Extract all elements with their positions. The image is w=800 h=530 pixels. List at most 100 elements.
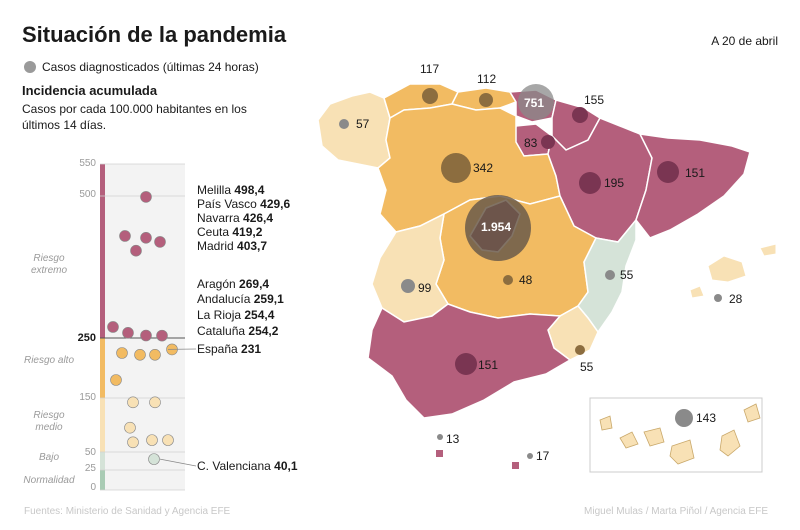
tick-150: 150	[79, 392, 96, 403]
source-note: Fuentes: Ministerio de Sanidad y Agencia…	[24, 506, 231, 517]
value-aragon: 195	[604, 176, 625, 190]
zone-medium: Riesgo medio	[33, 410, 65, 433]
label-cataluna: Cataluña 254,2	[197, 324, 279, 338]
data-point	[140, 232, 152, 244]
bubble-extremadura	[401, 279, 415, 293]
value-c-valenciana: 55	[620, 268, 634, 282]
value-castilla-leon: 342	[473, 161, 494, 175]
bubble-asturias	[422, 88, 438, 104]
value-asturias: 117	[420, 62, 440, 76]
bubble-ceuta	[437, 434, 443, 440]
ceuta-marker	[436, 450, 443, 457]
bubble-cantabria	[479, 93, 493, 107]
data-point	[156, 329, 168, 342]
value-melilla: 17	[536, 449, 550, 463]
label-andalucia: Andalucía 259,1	[197, 292, 284, 306]
bubble-c-valenciana	[605, 270, 615, 280]
data-point	[162, 434, 174, 446]
bubble-canarias	[675, 409, 693, 427]
value-madrid: 1.954	[481, 220, 512, 234]
cases-legend-text: Casos diagnosticados (últimas 24 horas)	[42, 60, 259, 74]
zone-bar-medium	[100, 398, 105, 452]
bubble-murcia	[575, 345, 585, 355]
zone-extreme: Riesgo extremo	[30, 253, 68, 276]
label-espana: España 231	[197, 342, 262, 356]
label-madrid: Madrid 403,7	[197, 239, 268, 253]
bubble-aragon	[579, 172, 601, 194]
data-point	[116, 347, 128, 359]
bubble-andalucia	[455, 353, 477, 375]
region-galicia	[317, 91, 391, 169]
value-galicia: 57	[356, 117, 370, 131]
label-pais-vasco: País Vasco 429,6	[197, 197, 291, 211]
region-canarias	[599, 403, 761, 465]
data-point	[149, 348, 161, 361]
data-point	[107, 321, 119, 333]
bubble-cataluna	[657, 161, 679, 183]
zone-normal: Normalidad	[23, 475, 75, 486]
region-cataluna	[635, 133, 751, 239]
tick-550: 550	[79, 158, 96, 169]
value-pais-vasco: 751	[524, 96, 545, 110]
zone-bar-low	[100, 452, 105, 470]
zone-bar-extreme	[100, 164, 105, 338]
data-point	[148, 453, 160, 465]
data-point	[122, 327, 134, 339]
zone-bar-normal	[100, 470, 105, 490]
incidence-subtitle: Casos por cada 100.000 habitantes en los…	[22, 102, 247, 132]
bubble-navarra	[572, 107, 588, 123]
data-point	[127, 396, 139, 409]
tick-250: 250	[77, 332, 96, 344]
bubble-baleares	[714, 294, 722, 302]
zone-high: Riesgo alto	[23, 355, 75, 366]
tick-0: 0	[90, 482, 96, 493]
region-extremadura	[371, 212, 449, 323]
data-point	[134, 348, 146, 361]
value-murcia: 55	[580, 360, 594, 374]
label-melilla: Melilla 498,4	[197, 183, 265, 197]
cases-legend-dot	[24, 61, 36, 73]
value-andalucia: 151	[478, 358, 499, 372]
data-point	[140, 329, 152, 342]
value-cantabria: 112	[477, 72, 497, 86]
data-point	[130, 244, 142, 257]
zone-low: Bajo	[38, 452, 59, 463]
value-canarias: 143	[696, 411, 717, 425]
bubble-madrid	[465, 195, 531, 261]
tick-50: 50	[84, 447, 96, 458]
bubble-castilla-leon	[441, 153, 471, 183]
value-la-rioja: 83	[524, 136, 538, 150]
label-la-rioja: La Rioja 254,4	[197, 308, 275, 322]
value-cataluna: 151	[685, 166, 706, 180]
label-navarra: Navarra 426,4	[197, 211, 274, 225]
date-label: A 20 de abril	[711, 34, 778, 48]
value-baleares: 28	[729, 292, 743, 306]
data-point	[140, 191, 152, 203]
bubble-la-rioja	[541, 135, 555, 149]
region-baleares	[689, 243, 777, 299]
label-ceuta: Ceuta 419,2	[197, 225, 263, 239]
bubble-pais-vasco	[518, 84, 554, 120]
value-navarra: 155	[584, 93, 605, 107]
zone-bar-high	[100, 338, 105, 398]
data-point	[127, 436, 139, 449]
bubble-melilla	[527, 453, 533, 459]
tick-500: 500	[79, 189, 96, 200]
melilla-marker	[512, 462, 519, 469]
value-ceuta: 13	[446, 432, 460, 446]
data-point	[149, 396, 161, 409]
incidence-title: Incidencia acumulada	[22, 83, 158, 98]
label-c-valenciana: C. Valenciana 40,1	[197, 459, 298, 473]
page-title: Situación de la pandemia	[22, 22, 287, 47]
value-extremadura: 99	[418, 281, 432, 295]
leader-c-valenciana	[159, 458, 197, 467]
data-point	[124, 421, 136, 434]
bubble-castilla-mancha	[503, 275, 513, 285]
tick-25: 25	[84, 463, 96, 474]
data-point	[110, 374, 122, 386]
bubble-galicia	[339, 119, 349, 129]
credit-note: Miguel Mulas / Marta Piñol / Agencia EFE	[584, 506, 768, 517]
value-castilla-mancha: 48	[519, 273, 533, 287]
data-point	[154, 236, 166, 248]
